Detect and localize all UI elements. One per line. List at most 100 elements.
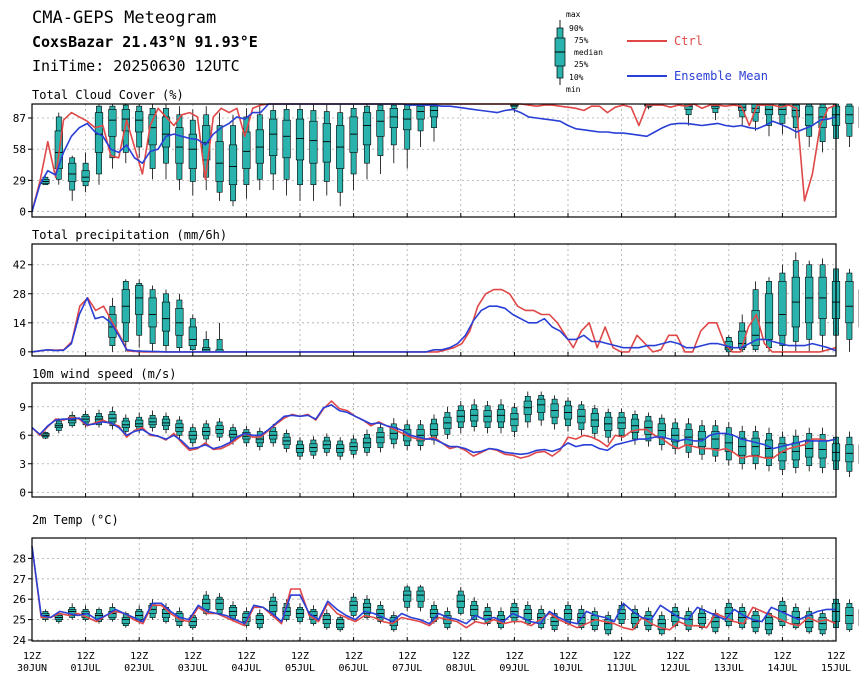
x-tick-hour: 12Z (827, 651, 845, 662)
box-25-75 (215, 141, 224, 182)
ensemble-box (108, 406, 117, 430)
ensemble-box (550, 609, 559, 632)
legend-box-label: 25% (574, 60, 589, 69)
ensemble-box (416, 584, 425, 612)
y-tick-label: 28 (13, 552, 26, 565)
ensemble-box (456, 586, 465, 616)
ensemble-box (282, 104, 291, 196)
ensemble-box (724, 335, 733, 353)
box-25-75 (108, 109, 117, 137)
ensemble-box (389, 104, 398, 164)
ensemble-box (255, 609, 264, 630)
box-25-75 (496, 409, 506, 423)
ensemble-box (202, 331, 211, 353)
ensemble-box (228, 601, 238, 622)
ensemble-box (41, 609, 50, 622)
box-25-75 (309, 120, 318, 164)
ensemble-box (255, 106, 264, 191)
x-tick-hour: 12Z (452, 651, 470, 662)
ensemble-box (416, 420, 425, 451)
ensemble-box (537, 391, 546, 426)
ensemble-box (228, 114, 238, 207)
box-25-75 (644, 615, 653, 627)
box-25-75 (269, 118, 278, 156)
x-tick-date: 02JUL (124, 663, 154, 674)
panel-title: Total precipitation (mm/6h) (32, 228, 227, 242)
panel-title: 2m Temp (°C) (32, 513, 119, 527)
ensemble-box (255, 427, 264, 451)
box-25-75 (403, 590, 412, 602)
legend-box-label: 10% (569, 73, 584, 82)
box-25-75 (161, 301, 171, 332)
y-tick-label: 3 (19, 458, 26, 471)
panel-1: Total Cloud Cover (%) 0 29 58 87 (13, 88, 859, 219)
x-tick-hour: 12Z (613, 651, 631, 662)
ensemble-box (818, 609, 827, 636)
ensemble-box (644, 412, 653, 447)
ensemble-box (242, 108, 251, 199)
y-tick-label: 14 (13, 317, 27, 330)
ensemble-box (577, 401, 586, 436)
panel-frame (31, 103, 837, 218)
box-25-75 (805, 276, 814, 324)
ensemble-box (81, 152, 90, 193)
box-25-75 (202, 598, 211, 610)
ensemble-box (175, 416, 184, 440)
box-25-75 (188, 133, 197, 169)
box-25-75 (228, 144, 238, 186)
box-25-75 (255, 129, 264, 164)
ensemble-box (443, 406, 452, 440)
box-25-75 (697, 613, 707, 624)
ensemble-box (68, 603, 77, 620)
ensemble-box (617, 408, 626, 441)
location-label: CoxsBazar 21.43°N 91.93°E (32, 33, 258, 51)
box-25-75 (295, 118, 305, 161)
ensemble-box (282, 429, 291, 453)
ensemble-box (215, 418, 224, 441)
ensemble-box (94, 104, 104, 185)
box-25-75 (349, 600, 358, 612)
panel-4: 2m Temp (°C) 24 25 26 27 28 (13, 513, 859, 647)
x-tick-hour: 12Z (184, 651, 202, 662)
ensemble-box (791, 429, 800, 474)
box-25-75 (135, 285, 144, 315)
ensemble-box (336, 615, 345, 632)
ensemble-box (845, 599, 854, 632)
ensemble-box (175, 106, 184, 191)
ensemble-box (630, 410, 640, 445)
box-25-75 (148, 417, 157, 426)
ensemble-box (121, 611, 130, 628)
box-25-75 (510, 413, 519, 427)
box-25-75 (68, 162, 77, 182)
ensemble-box (295, 603, 305, 624)
x-tick-hour: 12Z (505, 651, 523, 662)
ensemble-box (121, 414, 130, 436)
ensemble-mean-line (31, 103, 837, 212)
ensemble-box (657, 611, 666, 636)
box-25-75 (41, 433, 50, 437)
ensemble-box (563, 397, 573, 432)
box-25-75 (362, 602, 372, 614)
ensemble-box (550, 395, 559, 430)
ensemble-mean-line (31, 297, 837, 353)
meteogram-title: CMA-GEPS Meteogram (32, 8, 217, 28)
x-tick-hour: 12Z (559, 651, 577, 662)
box-25-75 (322, 123, 331, 163)
ensemble-box (684, 418, 693, 459)
box-25-75 (845, 281, 854, 324)
y-tick-label: 42 (13, 259, 26, 272)
legend: max 90% 75% median 25% 10% min Ctrl Ensemble Mea… (554, 10, 768, 94)
ensemble-box (818, 258, 827, 352)
ensemble-box (322, 104, 331, 196)
box-25-75 (657, 423, 666, 439)
ensemble-box (416, 103, 425, 148)
box-25-75 (711, 431, 720, 449)
y-tick-label: 26 (13, 593, 26, 606)
ensemble-box (764, 427, 774, 472)
ensemble-box (309, 436, 318, 459)
box-25-75 (510, 607, 519, 618)
legend-box-label: 75% (574, 36, 589, 45)
ensemble-box (791, 252, 800, 352)
panel-title: 10m wind speed (m/s) (32, 367, 177, 381)
